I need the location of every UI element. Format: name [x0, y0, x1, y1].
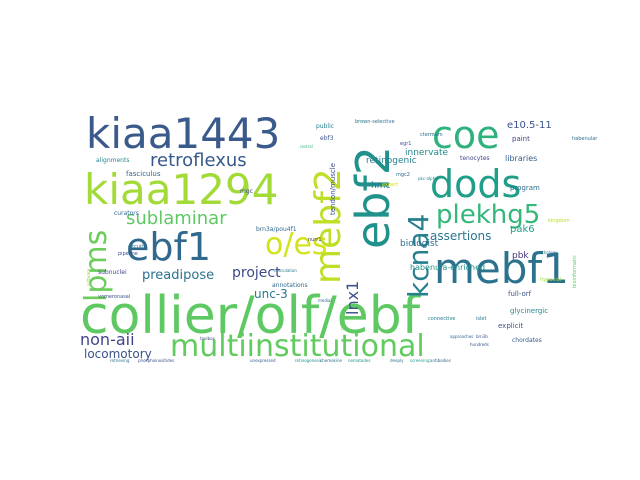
cloud-word: fasciculus [126, 170, 161, 178]
cloud-word: habenula-enriched [410, 263, 485, 272]
cloud-word: pkc-alpha [418, 176, 438, 181]
cloud-word: mgc2 [396, 172, 410, 178]
cloud-word: kiaa1443 [86, 109, 280, 158]
cloud-word: hmc [371, 181, 390, 191]
cloud-word: islet [476, 316, 486, 322]
cloud-word: o/es [265, 227, 328, 262]
cloud-word: coe [432, 113, 500, 157]
cloud-word: retroflexus [150, 150, 247, 171]
cloud-word: mgc [240, 188, 253, 195]
cloud-word: brn3a/pou4f1 [256, 226, 297, 233]
cloud-word: retrieving [110, 358, 130, 363]
cloud-word: rostral [300, 144, 313, 149]
cloud-word: kiaa1294 [84, 165, 278, 214]
cloud-word: paint [512, 135, 530, 143]
cloud-word: explicit [498, 322, 523, 330]
cloud-word: locomotory [84, 347, 152, 361]
cloud-word: pak6 [510, 224, 535, 235]
cloud-word: biologist [400, 239, 439, 249]
cloud-word: phosphoinositides [138, 358, 174, 363]
cloud-word: circuits [128, 244, 146, 250]
cloud-word: ctermum [420, 132, 443, 138]
cloud-word: mebf1 [434, 244, 569, 293]
cloud-word: deeply [390, 358, 404, 363]
cloud-word: pbk [512, 251, 529, 261]
cloud-word: tendon/muscle [329, 163, 337, 215]
cloud-word: unc-3 [254, 287, 288, 301]
cloud-word: olf-coe [340, 313, 346, 330]
cloud-word: preadipose [142, 268, 214, 283]
cloud-word: brown-selective [355, 119, 395, 125]
cloud-word: assertions [430, 229, 491, 243]
cloud-word: dods [430, 162, 521, 206]
cloud-word: screening [410, 358, 430, 363]
cloud-word: ebf2 [346, 146, 400, 249]
cloud-word: glycinergic [510, 307, 548, 315]
cloud-word: non-aii [80, 330, 135, 349]
cloud-word: software [86, 268, 91, 286]
cloud-word: antibodies [430, 358, 451, 363]
cloud-word: hundreds [470, 342, 489, 347]
cloud-word: retinogenesis [295, 358, 322, 363]
cloud-word: alignments [96, 157, 129, 164]
cloud-word: lpms [79, 230, 114, 302]
cloud-word: sublaminar [126, 208, 227, 229]
cloud-word: retinogenic [366, 156, 417, 166]
cloud-word: nematodes [348, 358, 370, 363]
cloud-word: unexpressed [250, 358, 276, 363]
cloud-word: collier/olf/ebf [80, 286, 422, 346]
cloud-word: ebf3 [320, 135, 334, 142]
cloud-word: kcna4 [402, 214, 435, 298]
cloud-word: orthology [538, 250, 558, 255]
cloud-word: bioinformatic [572, 255, 578, 288]
cloud-word: e10.5-11 [507, 120, 552, 131]
cloud-word: vomeronasal [98, 294, 130, 300]
cloud-word: lnx1 [343, 281, 362, 315]
cloud-word: chemokine [320, 358, 343, 363]
cloud-word: habenular [572, 136, 598, 142]
cloud-word: approaches [450, 334, 473, 339]
cloud-word: tenocytes [460, 155, 490, 162]
cloud-word: toolbox [200, 336, 215, 341]
cloud-word: libraries [505, 154, 537, 163]
cloud-word: annotations [272, 282, 308, 289]
cloud-word: neurulation [274, 268, 297, 273]
cloud-word: medial [318, 298, 332, 303]
cloud-word: nurr1 [308, 237, 322, 243]
cloud-word: ebf1 [126, 225, 211, 269]
cloud-word: innervate [405, 148, 449, 158]
cloud-word: pipeline [118, 251, 138, 257]
cloud-word: curators [114, 210, 139, 217]
cloud-word: expert [382, 182, 398, 188]
cloud-word: brn3b [476, 334, 488, 339]
cloud-word: plekhg5 [436, 200, 540, 230]
cloud-word: multiinstitutional [170, 329, 425, 364]
cloud-word: full-orf [508, 290, 532, 298]
cloud-word: chordates [512, 337, 542, 344]
cloud-word: connective [428, 316, 455, 322]
cloud-word: mebf2 [308, 168, 349, 284]
cloud-word: hypaxial [540, 277, 561, 283]
cloud-word: public [316, 123, 334, 130]
cloud-word: kingdom [548, 218, 570, 224]
cloud-word: egr1 [400, 141, 412, 147]
cloud-word: subnuclei [98, 269, 127, 276]
cloud-word: project [232, 265, 281, 281]
cloud-word: program [510, 184, 540, 192]
